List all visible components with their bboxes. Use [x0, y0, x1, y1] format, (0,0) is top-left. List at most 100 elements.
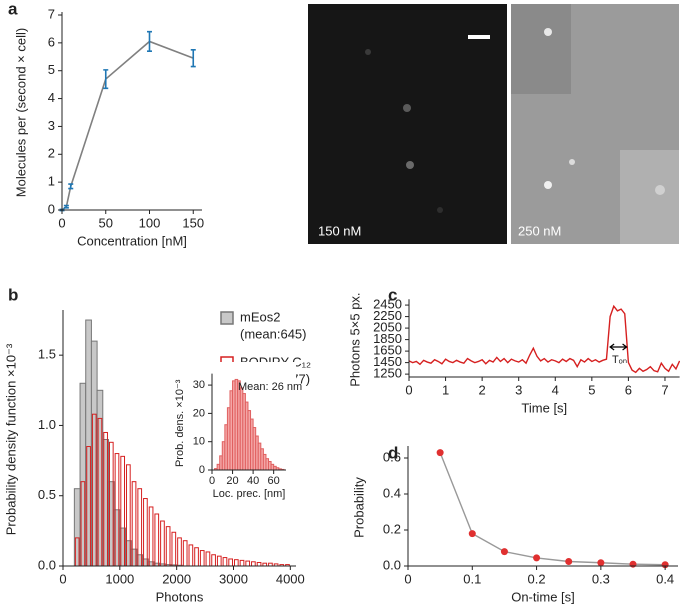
annotation: Tₒₙ — [612, 354, 627, 366]
y-tick-label: 1850 — [373, 331, 402, 346]
y-axis-label: Molecules per (second × cell) — [13, 28, 28, 197]
marker — [533, 554, 541, 562]
hist-bar — [245, 560, 251, 567]
spot — [403, 104, 411, 112]
y-tick-label: 2050 — [373, 320, 402, 335]
legend-swatch — [220, 311, 234, 325]
y-tick-label: 0 — [48, 201, 55, 216]
hist-bar — [199, 550, 205, 567]
y-axis-label: Probability density function ×10⁻³ — [3, 343, 18, 535]
image-label: 250 nM — [518, 223, 561, 238]
panel-letter: c — [388, 285, 397, 304]
x-tick-label: 100 — [139, 215, 161, 230]
error-bar — [103, 69, 109, 90]
x-tick-label: 60 — [268, 475, 280, 487]
spot — [655, 185, 665, 195]
hist-bar — [256, 561, 262, 567]
x-tick-label: 1 — [442, 382, 449, 397]
x-tick-label: 5 — [588, 382, 595, 397]
x-tick-label: 6 — [625, 382, 632, 397]
texture — [620, 150, 679, 244]
error-bar — [68, 183, 74, 190]
x-tick-label: 0.3 — [592, 571, 610, 586]
y-tick-label: 0.6 — [383, 449, 401, 464]
y-tick-label: 20 — [193, 407, 205, 419]
hist-bar — [228, 558, 233, 567]
hist-bar — [160, 520, 165, 567]
x-tick-label: 0 — [209, 475, 215, 487]
x-tick-label: 4 — [552, 382, 559, 397]
y-axis-label: Photons 5×5 px. — [347, 292, 362, 386]
x-axis-label: Concentration [nM] — [77, 233, 187, 248]
y-tick-label: 2 — [48, 146, 55, 161]
marker — [500, 548, 508, 556]
x-tick-label: 40 — [247, 475, 259, 487]
legend-label: mEos2 — [240, 309, 280, 324]
hist-bar — [194, 547, 199, 567]
marker — [565, 558, 573, 565]
y-tick-label: 10 — [193, 436, 205, 448]
error-bar — [63, 204, 69, 209]
x-tick-label: 0 — [405, 382, 412, 397]
y-tick-label: 1650 — [373, 343, 402, 358]
y-tick-label: 2250 — [373, 308, 402, 323]
x-tick-label: 7 — [661, 382, 668, 397]
marker — [597, 559, 605, 567]
spot — [406, 161, 414, 169]
hist-bar — [233, 559, 239, 567]
marker — [468, 530, 476, 538]
error-bar — [147, 30, 152, 53]
y-tick-label: 0.0 — [383, 557, 401, 572]
y-tick-label: 30 — [193, 379, 205, 391]
x-tick-label: 4000 — [276, 571, 305, 586]
y-tick-label: 2450 — [373, 297, 402, 312]
hist-bar — [143, 498, 148, 567]
x-axis-label: On-time [s] — [511, 589, 575, 604]
y-tick-label: 5 — [48, 62, 55, 77]
y-axis-label: Probability — [351, 477, 366, 538]
spot — [569, 159, 575, 165]
image-label: 150 nM — [318, 223, 361, 238]
hist-bar — [148, 506, 154, 567]
y-tick-label: 0.0 — [38, 557, 56, 572]
x-axis-label: Time [s] — [521, 400, 567, 415]
y-tick-label: 0 — [199, 464, 205, 476]
panel-letter: b — [8, 285, 18, 304]
hist-bar — [165, 526, 171, 567]
y-tick-label: 1450 — [373, 354, 402, 369]
hist-bar — [182, 540, 188, 567]
axes — [408, 299, 680, 378]
y-tick-label: 0.4 — [383, 485, 401, 500]
hist-bar — [251, 561, 256, 567]
x-tick-label: 2 — [479, 382, 486, 397]
line — [61, 40, 194, 211]
y-tick-label: 1250 — [373, 366, 402, 381]
hist-bar — [188, 544, 194, 567]
x-tick-label: 2000 — [162, 571, 191, 586]
axes — [61, 12, 202, 211]
x-axis-label: Photons — [156, 589, 204, 604]
hist-bar — [211, 554, 216, 567]
y-tick-label: 0.5 — [38, 487, 56, 502]
x-tick-label: 20 — [226, 475, 238, 487]
line — [439, 452, 666, 566]
x-tick-label: 0.1 — [463, 571, 481, 586]
hist-bar — [177, 537, 182, 567]
x-tick-label: 0.4 — [656, 571, 674, 586]
x-tick-label: 0 — [59, 571, 66, 586]
annotation: Mean: 26 nm — [238, 381, 302, 393]
x-tick-label: 3000 — [219, 571, 248, 586]
marker — [436, 449, 444, 457]
spot — [437, 207, 443, 213]
hist-bar — [239, 559, 245, 567]
duration-arrow — [609, 343, 628, 351]
legend-label: (mean:645) — [240, 326, 306, 341]
hist-bar — [205, 551, 211, 567]
line — [408, 304, 680, 374]
spot — [365, 49, 371, 55]
y-tick-label: 1.5 — [38, 347, 56, 362]
spot — [544, 28, 552, 36]
panel-letter: d — [388, 443, 398, 462]
y-tick-label: 4 — [48, 90, 55, 105]
